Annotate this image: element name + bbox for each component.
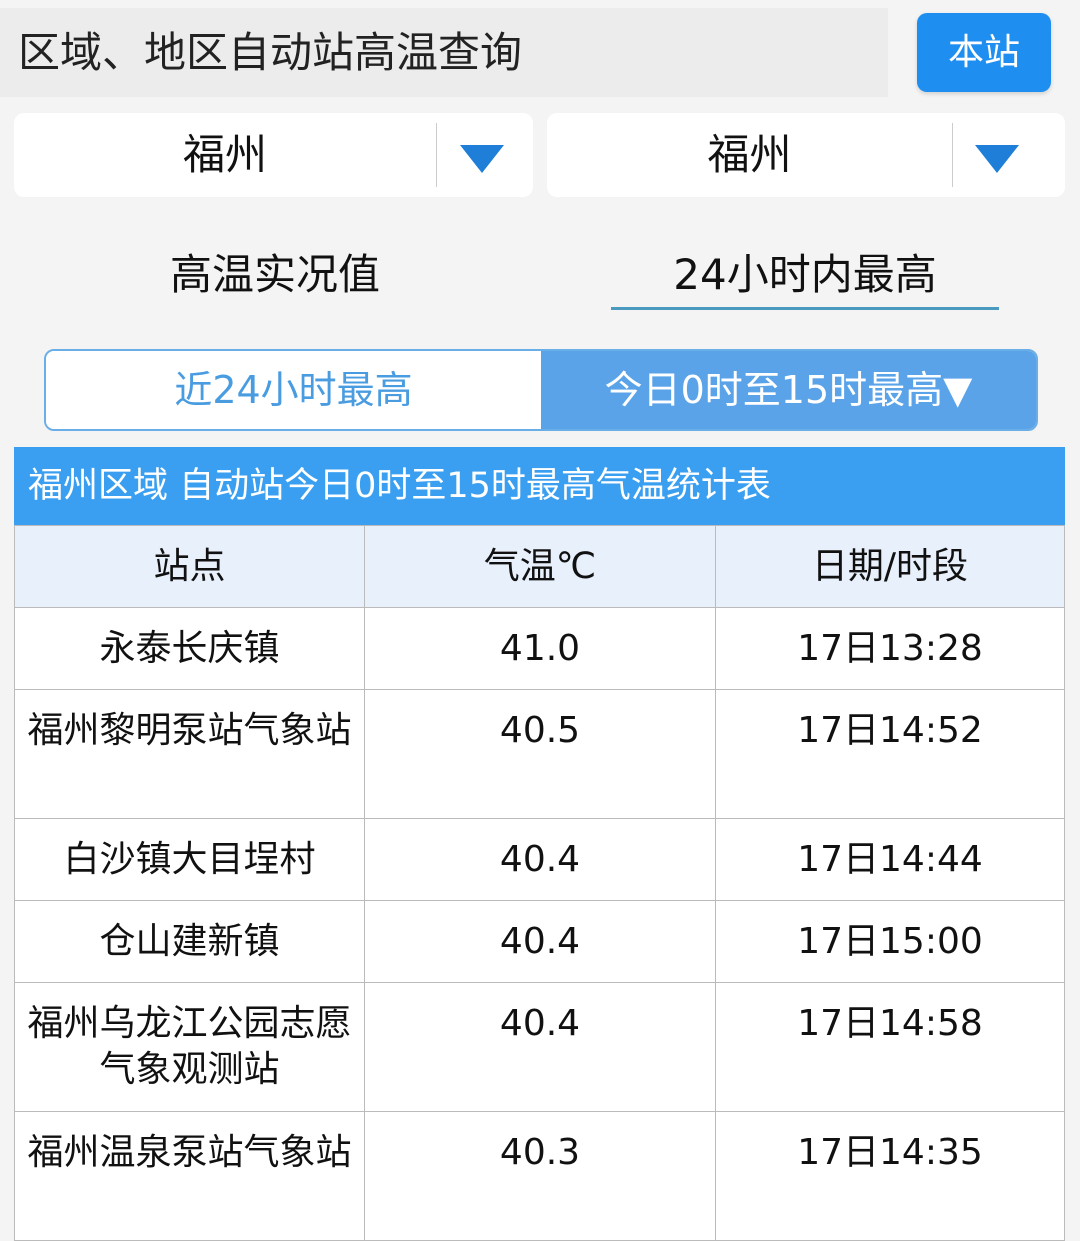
page-title: 区域、地区自动站高温查询 [0, 8, 888, 97]
datetime-cell: 17日13:28 [715, 607, 1065, 690]
table-row: 福州温泉泵站气象站 40.3 17日14:35 [14, 1111, 1065, 1241]
segment-today-0-15[interactable]: 今日0时至15时最高▼ [541, 351, 1036, 429]
column-header-datetime: 日期/时段 [715, 525, 1065, 608]
column-header-station: 站点 [14, 525, 365, 608]
tab-high-temp-live[interactable]: 高温实况值 [169, 250, 380, 299]
temperature-cell: 40.5 [364, 689, 716, 819]
triangle-down-icon [460, 145, 504, 173]
table-title: 福州区域 自动站今日0时至15时最高气温统计表 [14, 447, 1065, 525]
table-row: 仓山建新镇 40.4 17日15:00 [14, 900, 1065, 983]
station-cell: 永泰长庆镇 [14, 607, 365, 690]
area-dropdown-value: 福州 [707, 130, 792, 179]
period-segmented-control: 近24小时最高 今日0时至15时最高▼ [44, 349, 1038, 431]
datetime-cell: 17日14:52 [715, 689, 1065, 819]
local-station-button[interactable]: 本站 [917, 13, 1051, 92]
table-row: 白沙镇大目埕村 40.4 17日14:44 [14, 818, 1065, 901]
station-cell: 白沙镇大目埕村 [14, 818, 365, 901]
tab-24h-max[interactable]: 24小时内最高 [611, 240, 999, 310]
divider [436, 123, 437, 187]
station-cell: 仓山建新镇 [14, 900, 365, 983]
temperature-cell: 40.4 [364, 982, 716, 1112]
segment-last-24h[interactable]: 近24小时最高 [46, 351, 541, 429]
column-header-temperature: 气温℃ [364, 525, 716, 608]
table-row: 福州黎明泵站气象站 40.5 17日14:52 [14, 689, 1065, 819]
table-row: 永泰长庆镇 41.0 17日13:28 [14, 607, 1065, 690]
datetime-cell: 17日15:00 [715, 900, 1065, 983]
temperature-cell: 40.4 [364, 900, 716, 983]
region-dropdown-value: 福州 [182, 130, 267, 179]
station-cell: 福州黎明泵站气象站 [14, 689, 365, 819]
temperature-cell: 40.4 [364, 818, 716, 901]
triangle-down-icon [975, 145, 1019, 173]
region-dropdown[interactable]: 福州 [14, 113, 533, 197]
table-header-row: 站点 气温℃ 日期/时段 [14, 525, 1065, 608]
temperature-cell: 41.0 [364, 607, 716, 690]
station-cell: 福州温泉泵站气象站 [14, 1111, 365, 1241]
table-row: 福州乌龙江公园志愿气象观测站 40.4 17日14:58 [14, 982, 1065, 1112]
area-dropdown[interactable]: 福州 [547, 113, 1065, 197]
datetime-cell: 17日14:44 [715, 818, 1065, 901]
temperature-table: 福州区域 自动站今日0时至15时最高气温统计表 站点 气温℃ 日期/时段 永泰长… [14, 447, 1065, 1241]
datetime-cell: 17日14:35 [715, 1111, 1065, 1241]
temperature-cell: 40.3 [364, 1111, 716, 1241]
station-cell: 福州乌龙江公园志愿气象观测站 [14, 982, 365, 1112]
datetime-cell: 17日14:58 [715, 982, 1065, 1112]
divider [952, 123, 953, 187]
